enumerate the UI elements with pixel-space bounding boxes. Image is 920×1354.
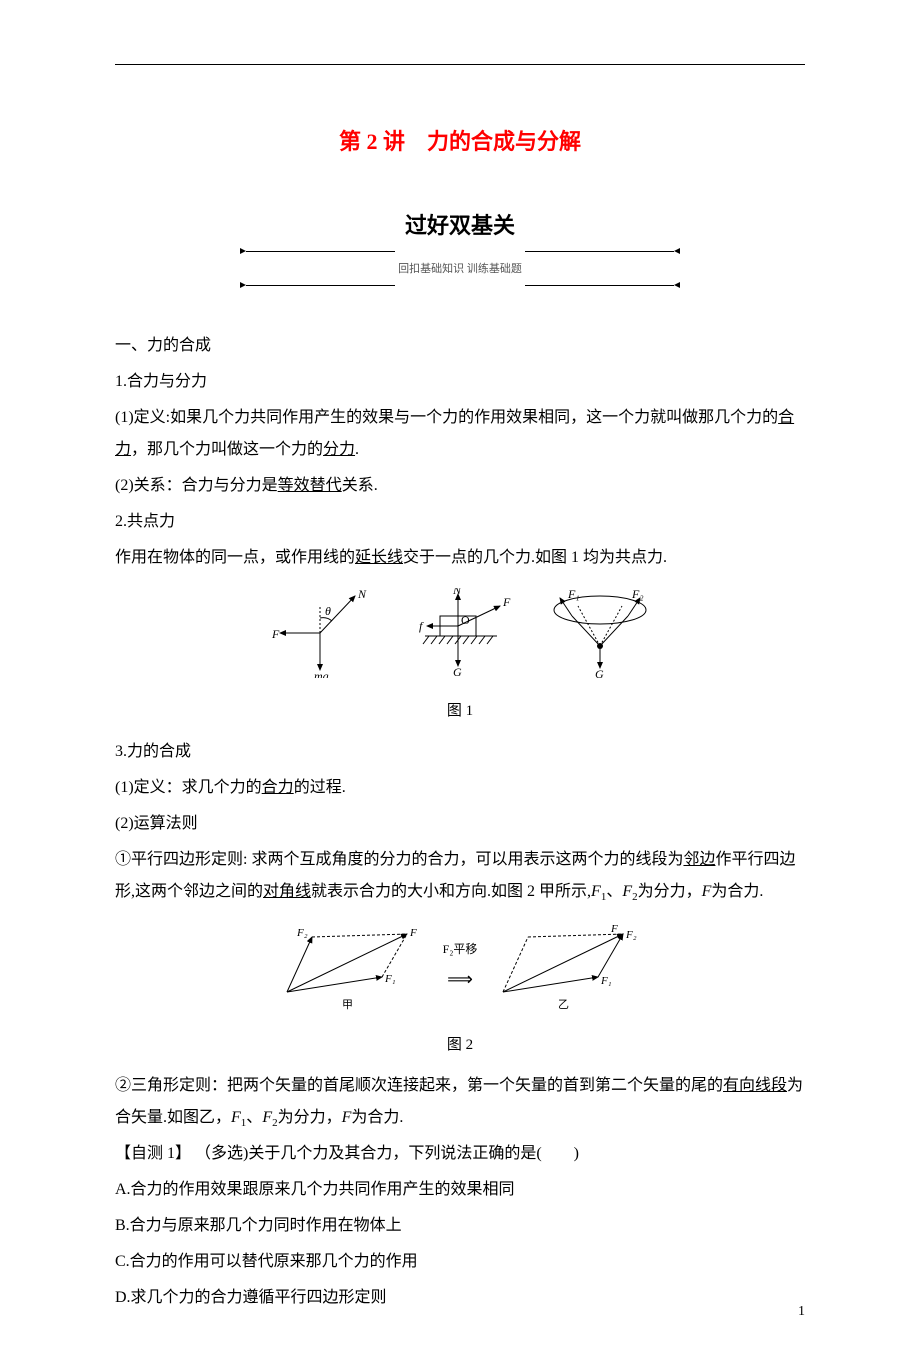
- a3-2-1-Fc: F: [702, 883, 712, 900]
- svg-text:F₂: F₂: [625, 929, 637, 941]
- a2-u: 延长线: [355, 549, 403, 566]
- test1-A: A.合力的作用效果跟原来几个力共同作用产生的效果相同: [115, 1174, 805, 1206]
- svg-text:F: F: [271, 627, 280, 641]
- a3-2-1-F1: F: [591, 883, 601, 900]
- svg-text:F: F: [610, 923, 618, 935]
- svg-text:F₂: F₂: [296, 927, 308, 939]
- a3-1: (1)定义：求几个力的合力的过程.: [115, 772, 805, 804]
- a3-2-1-posta: 就表示合力的大小和方向.如图 2 甲所示,: [311, 883, 591, 900]
- a1-1-u2: 分力: [323, 441, 355, 458]
- figure-2: F₁ F₂ F 甲 F₂平移⟹ F₁ F₂ F 乙 图 2: [115, 922, 805, 1060]
- a3-2-2-u: 有向线段: [723, 1077, 787, 1094]
- a1-1: (1)定义:如果几个力共同作用产生的效果与一个力的作用效果相同，这一个力就叫做那…: [115, 402, 805, 466]
- a3-2-2-Fc: F: [342, 1109, 352, 1126]
- a2-pre: 作用在物体的同一点，或作用线的: [115, 549, 355, 566]
- a3-1-pre: (1)定义：求几个力的: [115, 779, 262, 796]
- banner-sub: 回扣基础知识 训练基础题: [240, 254, 680, 282]
- svg-text:F₂: F₂: [631, 588, 644, 601]
- figure-2-right-svg: F₁ F₂ F 乙: [483, 922, 653, 1012]
- a3-2-2-posta: 为分力，: [278, 1109, 342, 1126]
- test1-B: B.合力与原来那几个力同时作用在物体上: [115, 1210, 805, 1242]
- a2-body: 作用在物体的同一点，或作用线的延长线交于一点的几个力.如图 1 均为共点力.: [115, 542, 805, 574]
- a3-2-1-F2: F: [622, 883, 632, 900]
- a2-post: 交于一点的几个力.如图 1 均为共点力.: [403, 549, 667, 566]
- a3-1-post: 的过程.: [294, 779, 346, 796]
- svg-text:N: N: [452, 588, 462, 597]
- a1-2-post: 关系.: [342, 477, 378, 494]
- a1-1-pre: (1)定义:如果几个力共同作用产生的效果与一个力的作用效果相同，这一个力就叫做那…: [115, 409, 778, 426]
- svg-text:F₁: F₁: [567, 588, 580, 601]
- svg-text:F₁: F₁: [600, 975, 612, 987]
- a3-2-head: (2)运算法则: [115, 808, 805, 840]
- figure-1: F N mg θ N F f: [115, 588, 805, 726]
- a1-2-pre: (2)关系：合力与分力是: [115, 477, 278, 494]
- a3-1-u: 合力: [262, 779, 294, 796]
- a3-2-2-F2: F: [262, 1109, 272, 1126]
- svg-text:G: G: [595, 667, 604, 678]
- svg-text:甲: 甲: [342, 999, 353, 1011]
- figure-2-caption: 图 2: [115, 1030, 805, 1060]
- a3-2-1: ①平行四边形定则: 求两个互成角度的分力的合力，可以用表示这两个力的线段为邻边作…: [115, 844, 805, 908]
- a3-2-2-sep: 、: [246, 1109, 262, 1126]
- svg-text:G: G: [453, 665, 462, 678]
- a3-2-1-u1: 邻边: [683, 851, 715, 868]
- a3-2-1-u2: 对角线: [263, 883, 311, 900]
- test1-C: C.合力的作用可以替代原来那几个力的作用: [115, 1246, 805, 1278]
- svg-text:f: f: [419, 619, 424, 633]
- svg-text:mg: mg: [314, 669, 329, 678]
- a1-head: 1.合力与分力: [115, 366, 805, 398]
- svg-text:F₁: F₁: [384, 973, 396, 985]
- svg-text:O: O: [461, 613, 470, 627]
- a3-2-2: ②三角形定则：把两个矢量的首尾顺次连接起来，第一个矢量的首到第二个矢量的尾的有向…: [115, 1070, 805, 1134]
- a3-2-1-pre: ①平行四边形定则: 求两个互成角度的分力的合力，可以用表示这两个力的线段为: [115, 851, 683, 868]
- figure-2-left-svg: F₁ F₂ F 甲: [267, 922, 437, 1012]
- svg-text:F: F: [409, 927, 417, 939]
- test1-D: D.求几个力的合力遵循平行四边形定则: [115, 1282, 805, 1314]
- banner: 过好双基关 回扣基础知识 训练基础题: [115, 204, 805, 300]
- a1-2-u: 等效替代: [278, 477, 342, 494]
- a1-1-mid: ，那几个力叫做这一个力的: [131, 441, 323, 458]
- a3-2-1-postc: 为合力.: [711, 883, 763, 900]
- a3-2-2-pre: ②三角形定则：把两个矢量的首尾顺次连接起来，第一个矢量的首到第二个矢量的尾的: [115, 1077, 723, 1094]
- section-a-head: 一、力的合成: [115, 330, 805, 362]
- a2-head: 2.共点力: [115, 506, 805, 538]
- a3-2-2-F1: F: [231, 1109, 241, 1126]
- figure-2-transition: F₂平移⟹: [441, 937, 479, 997]
- a3-head: 3.力的合成: [115, 736, 805, 768]
- svg-text:N: N: [357, 588, 367, 601]
- figure-2-trans-text: F₂平移: [443, 942, 478, 956]
- a3-2-2-postb: 为合力.: [351, 1109, 403, 1126]
- a3-2-1-postb: 为分力，: [638, 883, 702, 900]
- figure-1-caption: 图 1: [115, 696, 805, 726]
- figure-1-svg: F N mg θ N F f: [260, 588, 660, 678]
- top-rule: [115, 64, 805, 65]
- svg-text:乙: 乙: [558, 998, 569, 1011]
- a3-2-1-sep1: 、: [606, 883, 622, 900]
- test1-q: 【自测 1】 （多选)关于几个力及其合力，下列说法正确的是( ): [115, 1138, 805, 1170]
- a1-2: (2)关系：合力与分力是等效替代关系.: [115, 470, 805, 502]
- svg-text:F: F: [502, 595, 511, 609]
- page-number: 1: [798, 1298, 805, 1326]
- banner-main: 过好双基关: [240, 204, 680, 248]
- chapter-title: 第 2 讲 力的合成与分解: [115, 120, 805, 164]
- a1-1-post: .: [355, 441, 359, 458]
- svg-text:θ: θ: [325, 604, 331, 618]
